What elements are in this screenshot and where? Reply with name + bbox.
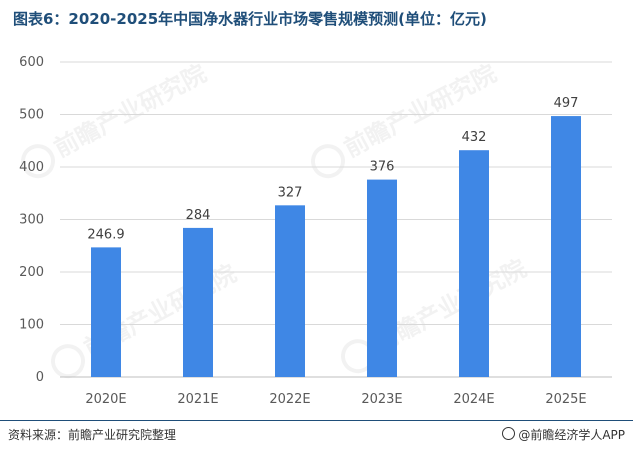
data-label: 327: [278, 185, 303, 200]
y-axis: 0 100 200 300 400 500 600: [19, 55, 44, 385]
data-label: 376: [370, 160, 395, 175]
gridlines: [60, 61, 612, 378]
bars: [91, 116, 581, 377]
footer-divider: [0, 420, 633, 421]
brand-icon: [502, 427, 516, 440]
data-labels: 246.9 284 327 376 432 497: [87, 96, 578, 242]
x-tick-label: 2023E: [361, 392, 402, 407]
source-note: 资料来源：前瞻产业研究院整理: [8, 428, 177, 442]
data-label: 432: [462, 130, 487, 145]
data-label: 284: [186, 208, 211, 223]
x-tick-label: 2024E: [453, 392, 494, 407]
x-tick-label: 2021E: [177, 392, 218, 407]
x-axis: 2020E 2021E 2022E 2023E 2024E 2025E: [85, 392, 586, 407]
x-tick-label: 2020E: [85, 392, 126, 407]
y-tick-label: 500: [19, 108, 44, 123]
data-label: 246.9: [87, 227, 124, 242]
bar: [367, 179, 397, 377]
x-tick-label: 2025E: [545, 392, 586, 407]
y-tick-label: 400: [19, 160, 44, 175]
bar-chart: 0 100 200 300 400 500 600 246.9 284 327 376 432 497…: [19, 55, 612, 407]
bar: [183, 227, 213, 377]
bar: [91, 247, 121, 377]
chart-title: 图表6：2020-2025年中国净水器行业市场零售规模预测(单位：亿元): [13, 10, 487, 28]
bar: [551, 116, 581, 377]
y-tick-label: 200: [19, 265, 44, 280]
bar: [459, 150, 489, 377]
y-tick-label: 600: [19, 55, 44, 70]
y-tick-label: 300: [19, 213, 44, 228]
y-tick-label: 0: [36, 370, 44, 385]
x-tick-label: 2022E: [269, 392, 310, 407]
data-label: 497: [554, 96, 579, 111]
bar: [275, 205, 305, 377]
y-tick-label: 100: [19, 318, 44, 333]
brand-credit: @前瞻经济学人APP: [502, 426, 625, 443]
